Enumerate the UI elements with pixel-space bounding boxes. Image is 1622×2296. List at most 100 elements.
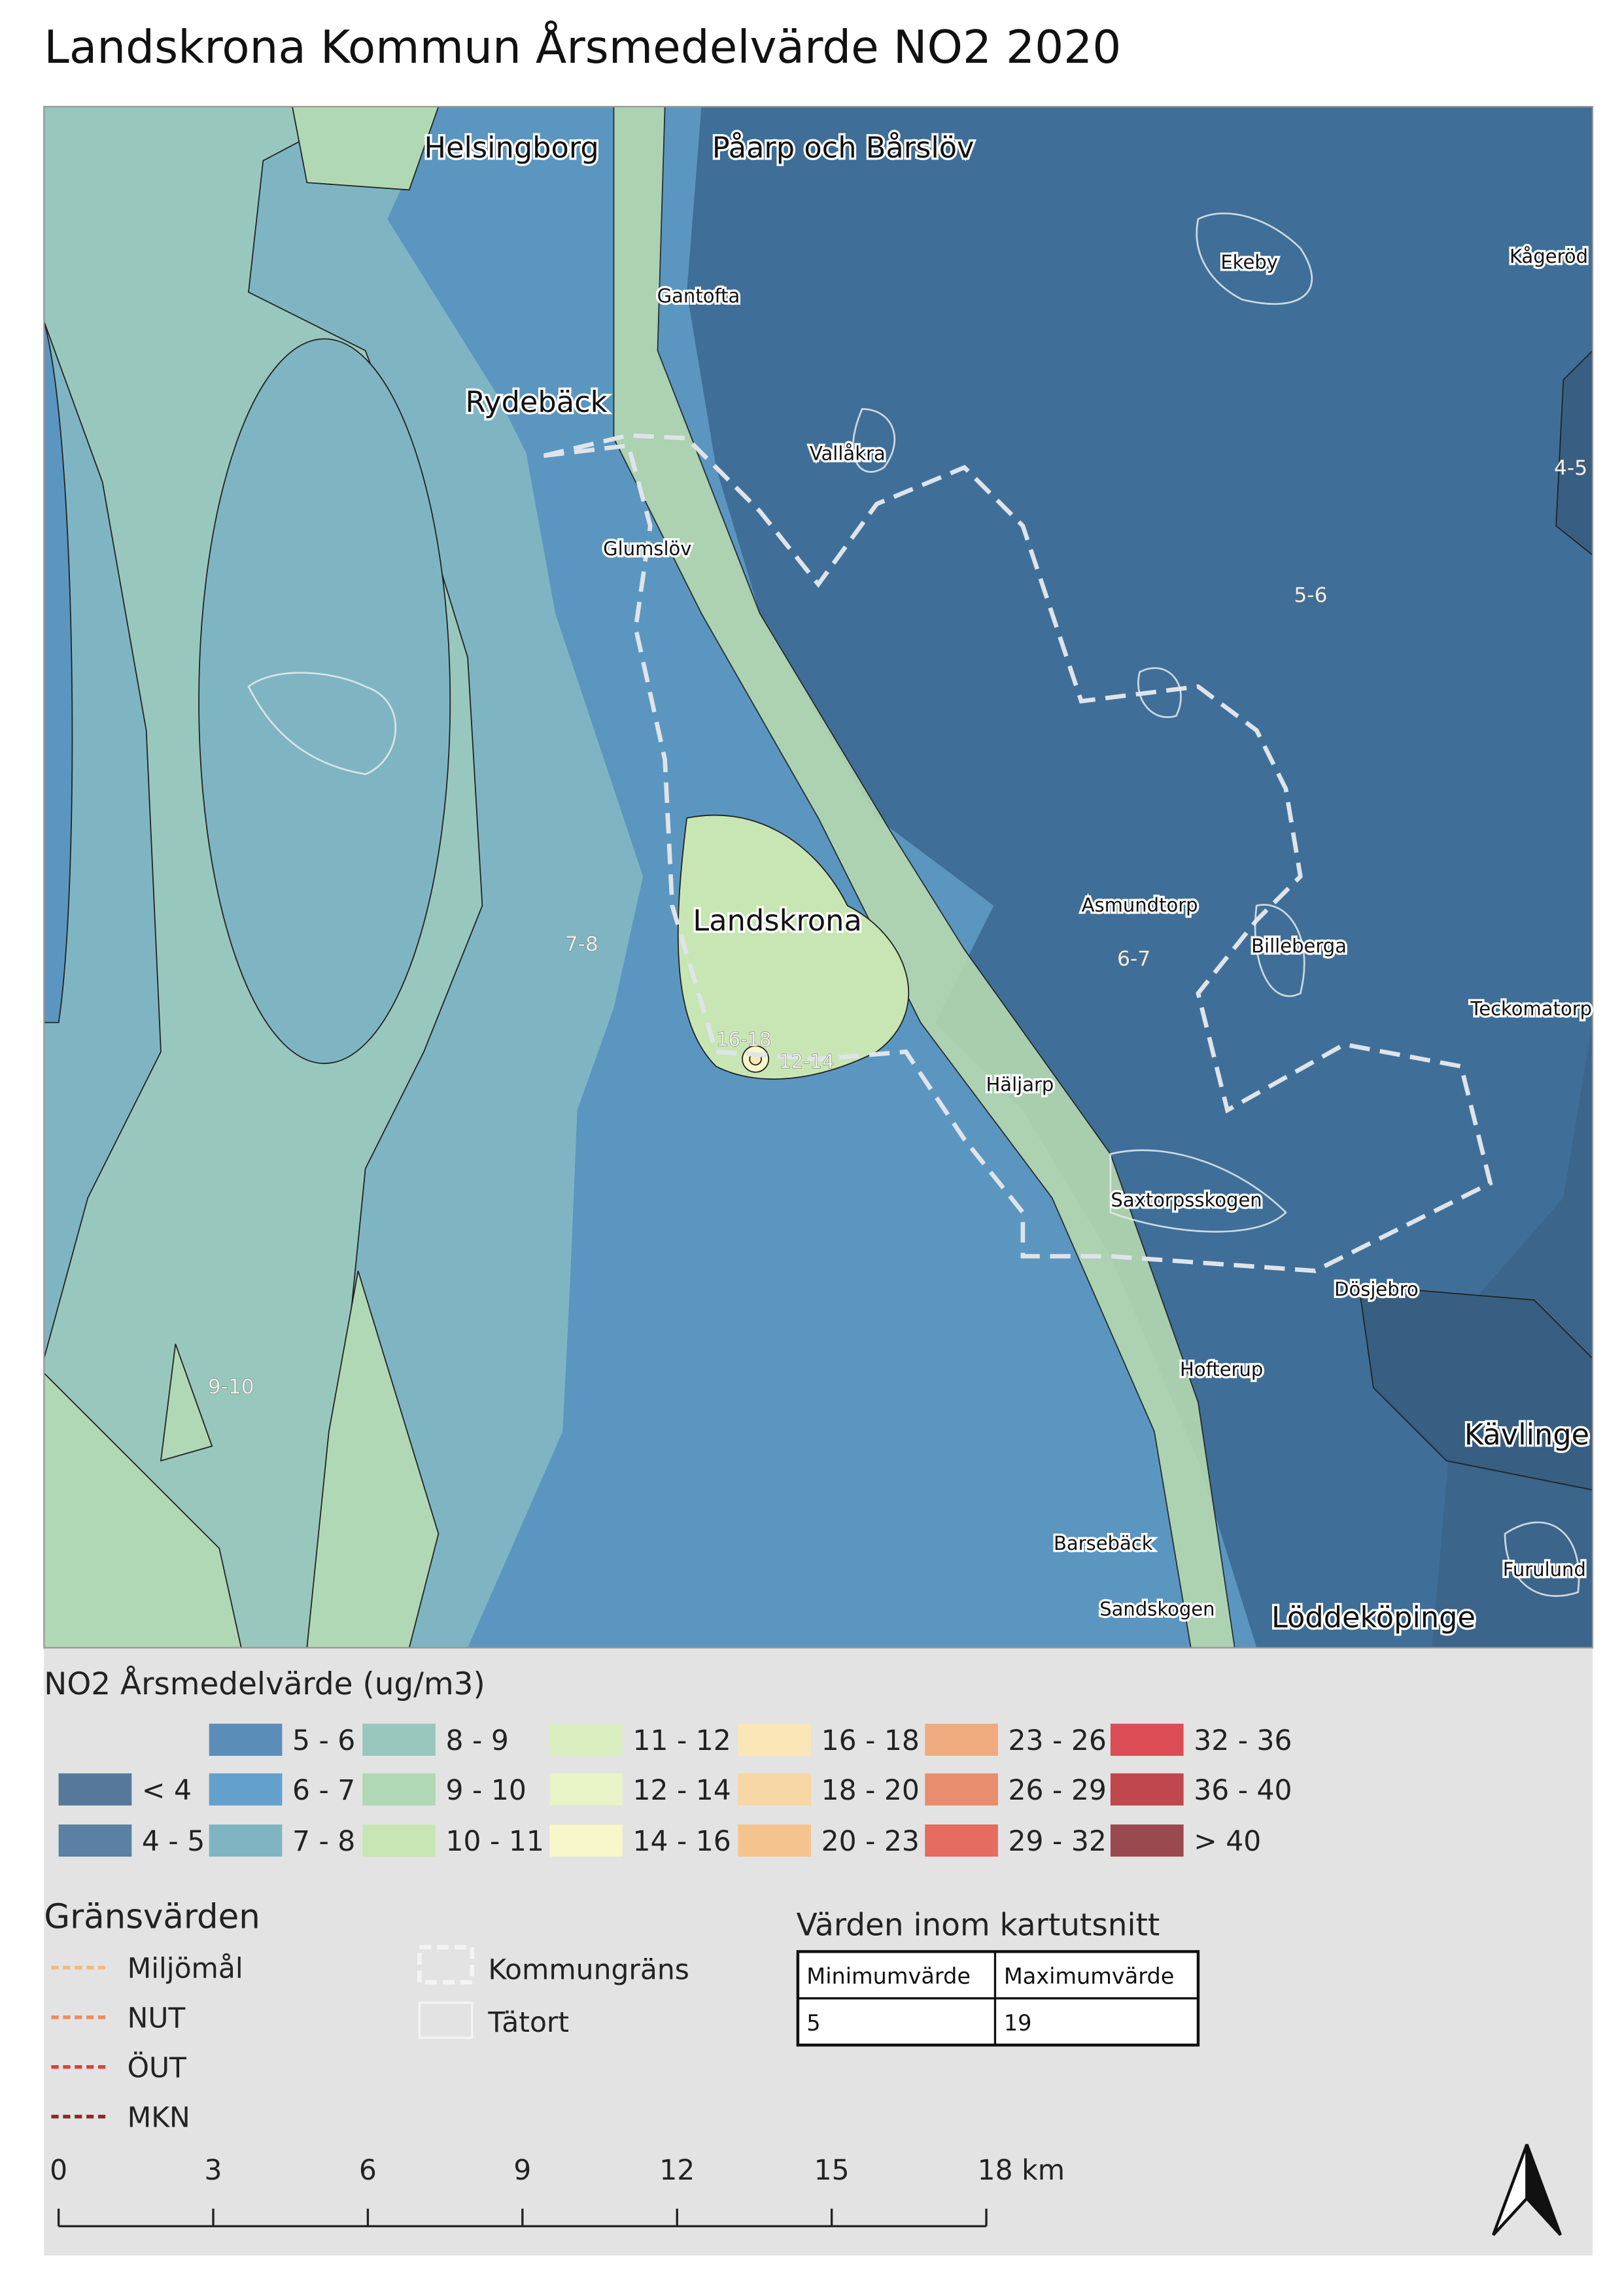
place-label: Påarp och Bårslöv: [712, 131, 975, 165]
table-header: Maximumvärde: [1004, 1963, 1174, 1989]
boundary-label: Kommungräns: [488, 1955, 689, 1987]
place-label: Ekeby: [1220, 251, 1278, 273]
legend-swatch: [925, 1773, 998, 1806]
legend-swatch: [549, 1824, 623, 1857]
table-title: Värden inom kartutsnitt: [797, 1908, 1160, 1944]
municipality-boundary: [543, 433, 1493, 1273]
legend-items: < 4 4 - 5 5 - 6 6 - 7 7 - 8 8 - 9 9 - 10 10 - 1…: [58, 1723, 1292, 1858]
legend-swatch: [738, 1824, 811, 1857]
place-label: Kävlinge: [1464, 1418, 1589, 1452]
place-label: Hofterup: [1180, 1358, 1263, 1380]
urban-areas: [247, 212, 1580, 1597]
urban-billeberga: [1254, 904, 1305, 997]
limit-label: ÖUT: [128, 2051, 187, 2084]
scale-label: 0: [50, 2155, 67, 2187]
legend-swatch: [209, 1723, 283, 1756]
urban-ven: [247, 672, 397, 776]
zone-9-10: [44, 1271, 440, 1648]
legend-swatch: [1110, 1824, 1184, 1857]
table-cell: 19: [1004, 2010, 1032, 2036]
legend-label: 26 - 29: [1009, 1775, 1107, 1807]
urban-label: Tätort: [487, 2007, 569, 2039]
boundary-swatch: [417, 1945, 475, 1985]
contour-label: 12-14: [779, 1050, 834, 1072]
place-label: Helsingborg: [424, 131, 598, 165]
legend-swatch: [1110, 1723, 1184, 1756]
place-label: Vallåkra: [810, 443, 886, 465]
zone-7-8-inner: [198, 338, 451, 1065]
page-title: Landskrona Kommun Årsmedelvärde NO2 2020: [44, 20, 1121, 74]
place-label: Gantofta: [657, 284, 740, 307]
urban-furulund: [1504, 1521, 1580, 1597]
legend-swatch: [925, 1824, 998, 1857]
contour-label: 7-8: [565, 933, 598, 956]
legend-swatch: [362, 1824, 436, 1857]
place-label: Asmundtorp: [1082, 894, 1198, 916]
limit-label: NUT: [128, 2002, 186, 2034]
limit-label: MKN: [128, 2102, 190, 2134]
place-label: Kågeröd: [1510, 245, 1588, 267]
legend-label: 10 - 11: [446, 1826, 544, 1858]
legend-label: 36 - 40: [1194, 1775, 1292, 1807]
contour-label: 16-18: [716, 1028, 771, 1050]
land-4-5-kavlinge: [1358, 1284, 1593, 1491]
legend-label: < 4: [142, 1775, 192, 1807]
values-table: Minimumvärde Maximumvärde 5 19: [796, 1950, 1200, 2047]
urban-asmundtorp: [1137, 667, 1182, 718]
legend-label: 29 - 32: [1009, 1826, 1107, 1858]
legend-swatch: [58, 1824, 132, 1857]
limit-label: Miljömål: [128, 1953, 243, 1985]
legend-label: 4 - 5: [142, 1826, 205, 1858]
scale-label: 6: [359, 2155, 377, 2187]
contour-label: 5-6: [1294, 583, 1327, 607]
legend-label: 7 - 8: [292, 1826, 355, 1858]
legend-label: 8 - 9: [446, 1725, 509, 1757]
table-header: Minimumvärde: [806, 1963, 971, 1989]
legend-swatch: [209, 1824, 283, 1857]
legend-swatch: [738, 1773, 811, 1806]
legend-swatch: [549, 1773, 623, 1806]
place-label: Glumslöv: [603, 538, 691, 560]
zone-9-10-north: [292, 107, 440, 191]
legend-swatch: [58, 1773, 132, 1806]
legend-label: 9 - 10: [446, 1775, 526, 1807]
map-labels: Helsingborg Påarp och Bårslöv Gantofta Ryde…: [207, 129, 1594, 1637]
legend-label: 23 - 26: [1009, 1725, 1107, 1757]
scale-bar: 0 3 6 9 12 15 18 km: [50, 2155, 1065, 2227]
legend-swatch: [1110, 1773, 1184, 1806]
legend-title: NO2 Årsmedelvärde (ug/m3): [44, 1666, 485, 1702]
legend-swatch: [925, 1723, 998, 1756]
contour-label: 9-10: [208, 1375, 254, 1399]
place-label: Häljarp: [986, 1074, 1054, 1096]
scale-label: 18 km: [978, 2155, 1065, 2187]
legend-swatch: [362, 1773, 436, 1806]
scale-label: 15: [814, 2155, 850, 2187]
limits-title: Gränsvärden: [44, 1898, 260, 1937]
urban-saxtorp: [1109, 1149, 1287, 1233]
place-label: Dösjebro: [1334, 1278, 1419, 1300]
north-arrow: [1492, 2144, 1562, 2236]
table-cell: 5: [806, 2010, 820, 2036]
legend-label: 18 - 20: [821, 1775, 920, 1807]
legend-label: > 40: [1194, 1826, 1261, 1858]
zone-6-7-west: [44, 321, 73, 1023]
legend-label: 20 - 23: [821, 1826, 920, 1858]
legend-label: 32 - 36: [1194, 1725, 1292, 1757]
place-label: Landskrona: [693, 904, 861, 938]
place-label: Billeberga: [1251, 934, 1347, 957]
contour-label: 6-7: [1117, 948, 1150, 971]
place-label: Barsebäck: [1054, 1532, 1153, 1554]
place-label: Rydebäck: [466, 385, 608, 419]
place-label: Furulund: [1503, 1558, 1586, 1581]
legend-label: 16 - 18: [821, 1725, 920, 1757]
place-label: Sandskogen: [1099, 1598, 1215, 1620]
scale-label: 3: [205, 2155, 222, 2187]
legend-label: 5 - 6: [292, 1725, 355, 1757]
place-label: Saxtorpsskogen: [1111, 1189, 1262, 1211]
legend-swatch: [209, 1773, 283, 1806]
legend-label: 11 - 12: [632, 1725, 731, 1757]
land-4-5: [1432, 107, 1593, 1648]
scale-label: 12: [659, 2155, 695, 2187]
